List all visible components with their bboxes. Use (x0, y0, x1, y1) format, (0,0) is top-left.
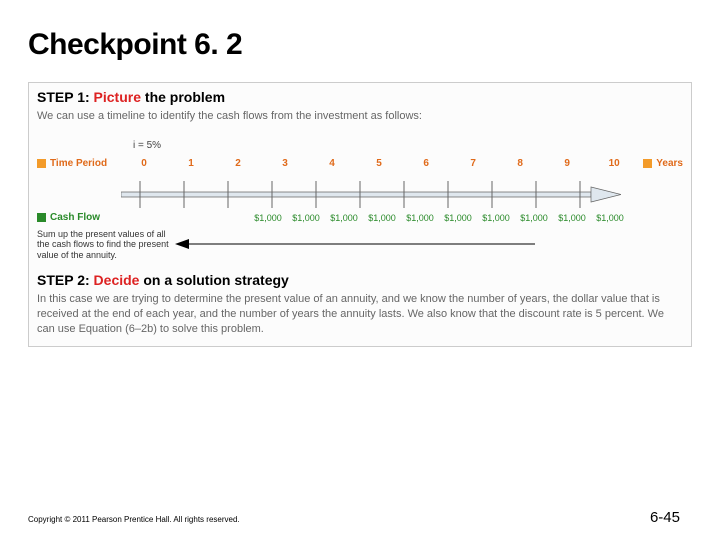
period: 5 (360, 158, 398, 169)
years-label-block: Years (643, 158, 683, 169)
cash-value: $1,000 (477, 213, 515, 223)
content-box: STEP 1: Picture the problem We can use a… (28, 82, 692, 347)
period: 4 (313, 158, 351, 169)
cash-value: $1,000 (591, 213, 629, 223)
time-period-label: Time Period (50, 158, 107, 169)
step2-label: STEP 2: (37, 272, 90, 288)
cash-flow-values: $1,000 $1,000 $1,000 $1,000 $1,000 $1,00… (121, 213, 633, 223)
cash-value: $1,000 (363, 213, 401, 223)
pv-note: Sum up the present values of all the cas… (37, 229, 175, 260)
present-value-row: Sum up the present values of all the cas… (37, 229, 683, 260)
cash-value: $1,000 (515, 213, 553, 223)
step1-body: We can use a timeline to identify the ca… (29, 107, 691, 134)
cash-flow-row: Cash Flow $1,000 $1,000 $1,000 $1,000 $1… (37, 211, 683, 225)
square-icon (37, 213, 46, 222)
period: 3 (266, 158, 304, 169)
step2-body: In this case we are trying to determine … (29, 290, 691, 347)
square-icon (37, 159, 46, 168)
step1-tail: the problem (145, 89, 225, 105)
time-period-label-block: Time Period (37, 158, 121, 169)
cash-flow-label-block: Cash Flow (37, 212, 121, 223)
step1-label: STEP 1: (37, 89, 90, 105)
slide: Checkpoint 6. 2 STEP 1: Picture the prob… (0, 0, 720, 540)
years-label: Years (656, 158, 683, 169)
period: 10 (595, 158, 633, 169)
timeline-arrow-icon (121, 175, 621, 211)
copyright: Copyright © 2011 Pearson Prentice Hall. … (28, 515, 240, 524)
step2-heading: STEP 2: Decide on a solution strategy (29, 266, 691, 290)
cash-value: $1,000 (553, 213, 591, 223)
period: 6 (407, 158, 445, 169)
rate-label: i = 5% (37, 140, 683, 151)
cash-value: $1,000 (249, 213, 287, 223)
step1-highlight: Picture (94, 89, 141, 105)
step1-heading: STEP 1: Picture the problem (29, 83, 691, 107)
cash-value: $1,000 (287, 213, 325, 223)
period: 7 (454, 158, 492, 169)
cash-value: $1,000 (439, 213, 477, 223)
timeline: i = 5% Time Period 0 1 2 3 4 5 6 7 8 (29, 134, 691, 266)
page-number: 6-45 (650, 509, 680, 526)
time-period-row: Time Period 0 1 2 3 4 5 6 7 8 9 10 (37, 157, 683, 171)
page-title: Checkpoint 6. 2 (28, 28, 242, 62)
period: 0 (125, 158, 163, 169)
step2-tail: on a solution strategy (143, 272, 288, 288)
step2-highlight: Decide (94, 272, 140, 288)
cash-value: $1,000 (325, 213, 363, 223)
period: 1 (172, 158, 210, 169)
square-icon (643, 159, 652, 168)
cash-value: $1,000 (401, 213, 439, 223)
period: 8 (501, 158, 539, 169)
period: 9 (548, 158, 586, 169)
cash-flow-label: Cash Flow (50, 212, 100, 223)
period: 2 (219, 158, 257, 169)
period-numbers: 0 1 2 3 4 5 6 7 8 9 10 (121, 158, 637, 169)
back-arrow-icon (175, 237, 535, 251)
